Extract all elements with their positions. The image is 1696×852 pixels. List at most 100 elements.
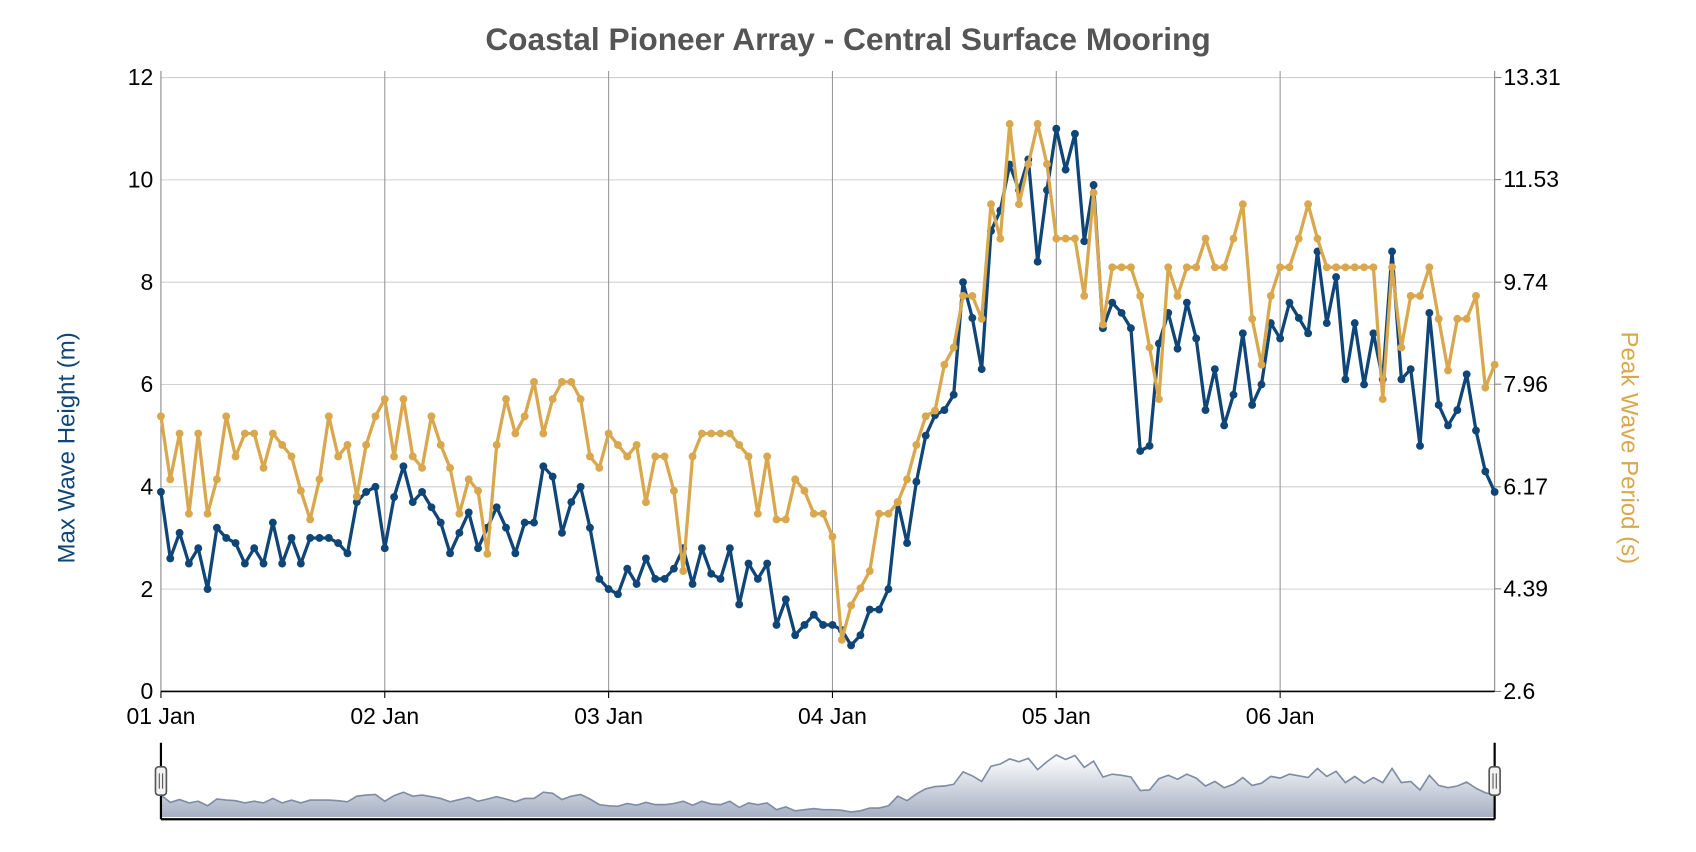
data-point <box>1182 263 1191 272</box>
data-point <box>1136 292 1145 300</box>
data-point <box>660 452 669 461</box>
navigator-handle[interactable] <box>154 765 168 797</box>
data-point <box>212 523 221 532</box>
data-point <box>1453 314 1462 323</box>
data-point <box>1145 343 1154 352</box>
data-point <box>912 477 921 486</box>
data-point <box>940 406 949 415</box>
data-point <box>903 539 912 548</box>
data-point <box>212 475 221 484</box>
data-point <box>996 234 1005 243</box>
data-point <box>240 429 249 438</box>
data-point <box>418 487 427 496</box>
data-point <box>744 559 753 568</box>
data-point <box>539 462 548 471</box>
data-point <box>231 539 240 548</box>
chart-title: Coastal Pioneer Array - Central Surface … <box>485 21 1210 57</box>
data-point <box>1210 365 1219 374</box>
data-point <box>343 549 352 558</box>
data-point <box>1369 329 1378 338</box>
navigator-handle[interactable] <box>1488 765 1501 797</box>
data-point <box>1089 181 1098 189</box>
data-point <box>1201 406 1210 415</box>
y2-tick-label: 11.53 <box>1503 166 1559 192</box>
data-point <box>1229 390 1238 399</box>
data-point <box>623 452 632 461</box>
data-point <box>604 585 613 594</box>
data-point <box>446 463 454 472</box>
data-point <box>875 605 884 614</box>
data-point <box>865 567 874 575</box>
data-point <box>306 534 315 542</box>
data-point <box>315 475 324 484</box>
data-point <box>968 314 977 322</box>
data-point <box>977 365 986 374</box>
data-point <box>259 463 268 472</box>
data-point <box>231 452 240 461</box>
data-point <box>390 452 399 461</box>
data-point <box>1472 292 1480 300</box>
data-point <box>753 574 762 583</box>
y-tick-label: 10 <box>128 167 154 193</box>
data-point <box>791 631 800 640</box>
y2-tick-label: 7.96 <box>1503 371 1548 397</box>
data-point <box>1360 263 1369 272</box>
data-point <box>1481 467 1490 476</box>
data-point <box>343 441 352 449</box>
data-point <box>735 441 744 449</box>
x-tick-label: 02 Jan <box>350 703 419 729</box>
data-point <box>707 569 716 578</box>
data-point <box>1434 314 1443 323</box>
data-point <box>651 574 660 583</box>
data-point <box>735 600 744 609</box>
data-point <box>455 509 464 518</box>
data-point <box>753 509 762 518</box>
y-tick-label: 4 <box>141 473 154 499</box>
data-point <box>1238 200 1247 209</box>
data-point <box>1276 334 1285 343</box>
data-point <box>931 406 939 415</box>
data-point <box>1126 263 1135 272</box>
data-point <box>352 492 361 501</box>
data-point <box>614 441 622 449</box>
data-point <box>688 580 697 588</box>
data-point <box>567 377 576 386</box>
data-point <box>576 395 585 404</box>
data-point <box>502 523 510 532</box>
data-point <box>1248 314 1257 323</box>
data-point <box>875 509 884 518</box>
data-point <box>558 528 566 537</box>
data-point <box>464 508 473 517</box>
data-point <box>1210 263 1219 272</box>
data-point <box>632 580 641 588</box>
data-point <box>614 590 622 599</box>
x-tick-label: 04 Jan <box>798 703 867 729</box>
data-point <box>520 412 529 421</box>
data-point <box>203 585 212 594</box>
data-point <box>436 518 445 527</box>
data-point <box>884 509 893 518</box>
data-point <box>166 554 175 563</box>
y-tick-label: 12 <box>128 64 154 90</box>
data-point <box>1257 380 1266 389</box>
x-tick-label: 06 Jan <box>1246 703 1315 729</box>
data-point <box>781 595 790 604</box>
data-point <box>268 429 277 438</box>
data-point <box>1490 360 1499 369</box>
data-point <box>1304 329 1313 338</box>
data-point <box>1369 263 1378 272</box>
data-point <box>800 486 809 495</box>
y2-axis-title: Peak Wave Period (s) <box>1615 332 1642 565</box>
data-point <box>1294 234 1303 243</box>
data-point <box>893 498 902 507</box>
data-point <box>1061 165 1070 174</box>
data-point <box>819 620 828 629</box>
data-point <box>800 620 809 629</box>
data-point <box>651 452 660 461</box>
data-point <box>1117 308 1126 317</box>
data-point <box>548 472 557 481</box>
series-line <box>159 122 1497 642</box>
data-point <box>1015 200 1023 209</box>
